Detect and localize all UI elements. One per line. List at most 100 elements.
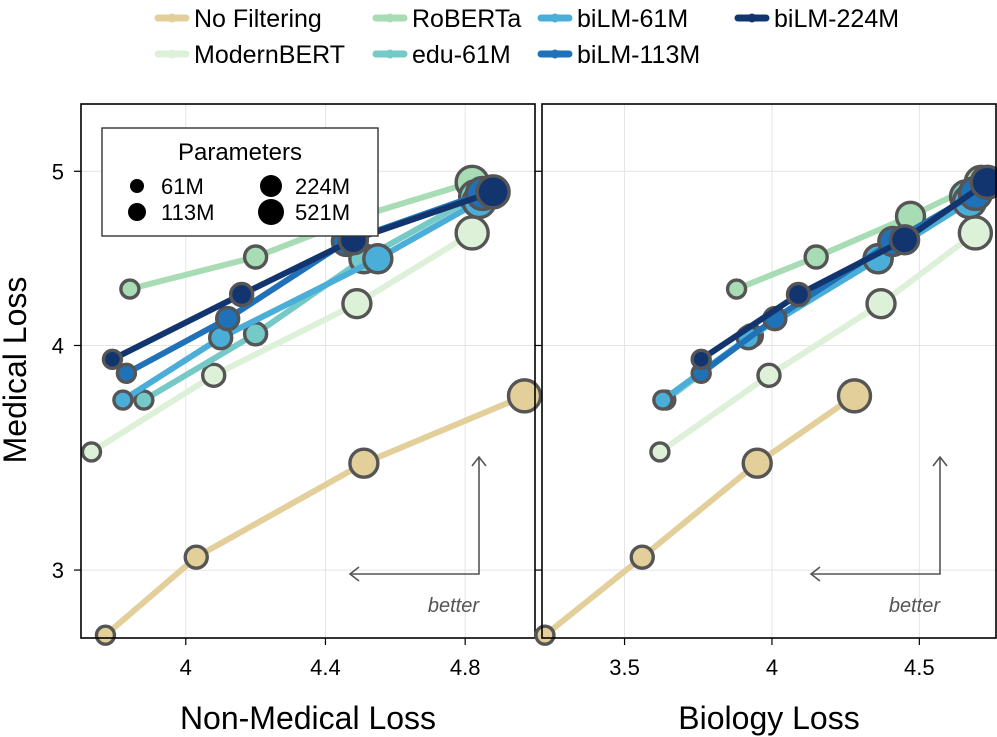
data-point [741, 447, 773, 479]
data-point [112, 389, 134, 411]
legend-swatch-marker [550, 49, 560, 59]
series-line [698, 179, 991, 363]
panel-frame [80, 103, 536, 639]
legend-swatch-marker [385, 13, 395, 23]
size-legend-item-521m: 521M [258, 199, 350, 225]
data-point [534, 624, 556, 646]
better-arrow-head-left [348, 566, 360, 582]
data-point [785, 281, 812, 308]
size-swatch [260, 175, 282, 197]
better-label: better [428, 595, 480, 617]
y-axis-label: Medical Loss [0, 277, 33, 464]
series-line [541, 392, 858, 639]
data-point [475, 174, 511, 210]
size-label: 61M [161, 174, 204, 199]
data-point [629, 544, 655, 570]
data-point [969, 164, 997, 200]
x-tick-label: 4 [766, 655, 778, 680]
data-point [94, 624, 117, 646]
size-legend-item-61m: 61M [130, 174, 204, 199]
data-point [214, 305, 241, 332]
better-label: better [889, 595, 941, 617]
better-arrow-head-left [809, 566, 821, 582]
series-no-filtering [534, 378, 873, 646]
data-point [888, 224, 921, 256]
data-point [80, 441, 103, 463]
series-bilm-224m [101, 174, 511, 370]
size-legend-item-224m: 224M [260, 174, 350, 199]
x-tick-label: 3.5 [609, 655, 640, 680]
x-axis-label: Biology Loss [678, 700, 859, 736]
size-legend-item-113m: 113M [128, 200, 214, 225]
data-point [348, 447, 380, 479]
series-line [119, 198, 483, 404]
data-point [115, 362, 138, 384]
data-point [836, 378, 873, 414]
better-annotation: better [348, 455, 487, 617]
legend-item-bilm-113m: biLM-113M [537, 41, 700, 69]
data-point [242, 244, 269, 270]
legend-label: edu-61M [412, 41, 511, 69]
better-annotation: better [809, 455, 948, 617]
size-legend-box [101, 127, 379, 237]
data-point [201, 362, 227, 389]
data-point [133, 389, 155, 411]
legend-item-roberta: RoBERTa [372, 5, 521, 33]
legend-label: ModernBERT [194, 41, 345, 69]
panel-frame [541, 103, 997, 639]
legend-item-bilm-224m: biLM-224M [734, 5, 899, 33]
series-modernbert [80, 215, 490, 463]
size-swatch [130, 179, 144, 193]
series-line [656, 229, 979, 455]
series-line [733, 179, 985, 293]
legend-label: biLM-224M [774, 5, 899, 33]
x-tick-label: 4.4 [310, 655, 341, 680]
x-axis-ticks: 3.5 4 4.5 [609, 638, 935, 680]
x-tick-label: 4 [180, 655, 192, 680]
x-axis-label: Non-Medical Loss [180, 700, 436, 736]
data-point [957, 215, 994, 251]
legend-item-no-filtering: No Filtering [154, 5, 322, 33]
better-arrow-path [351, 458, 480, 575]
legend-swatch-marker [385, 49, 395, 59]
series-line [88, 229, 476, 455]
better-arrow-head-up [471, 455, 487, 467]
series-bilm-224m [690, 164, 997, 370]
series-line [109, 188, 497, 363]
legend-swatch-marker [550, 13, 560, 23]
series-modernbert [649, 215, 994, 463]
legend-swatch-marker [167, 49, 177, 59]
data-point [228, 281, 255, 308]
size-legend-title: Parameters [178, 139, 302, 166]
y-axis-ticks: 3 4 5 [52, 159, 81, 583]
x-axis-ticks: 4 4.4 4.8 [180, 638, 480, 680]
series-line [102, 392, 528, 639]
size-label: 113M [161, 200, 214, 225]
data-point [865, 287, 897, 320]
size-label: 521M [295, 200, 350, 225]
x-tick-label: 4.5 [904, 655, 935, 680]
size-swatch [258, 199, 284, 225]
data-point [756, 362, 782, 389]
legend-item-edu-61m: edu-61M [372, 41, 511, 69]
data-point [183, 544, 209, 570]
better-arrow-path [812, 458, 941, 575]
data-point [725, 278, 748, 300]
legend-item-bilm-61m: biLM-61M [537, 5, 688, 33]
y-tick-label: 5 [52, 159, 64, 184]
data-point [362, 243, 394, 275]
y-tick-label: 4 [52, 333, 64, 358]
legend-item-modernbert: ModernBERT [154, 41, 345, 69]
data-point [506, 378, 543, 414]
legend-label: No Filtering [194, 5, 322, 33]
data-point [454, 215, 490, 251]
legend-label: RoBERTa [412, 5, 521, 33]
data-point [119, 278, 141, 300]
series-no-filtering [94, 378, 543, 646]
data-point [101, 348, 124, 370]
data-point [803, 244, 829, 270]
data-point [649, 441, 671, 463]
better-arrow-head-up [932, 455, 948, 467]
